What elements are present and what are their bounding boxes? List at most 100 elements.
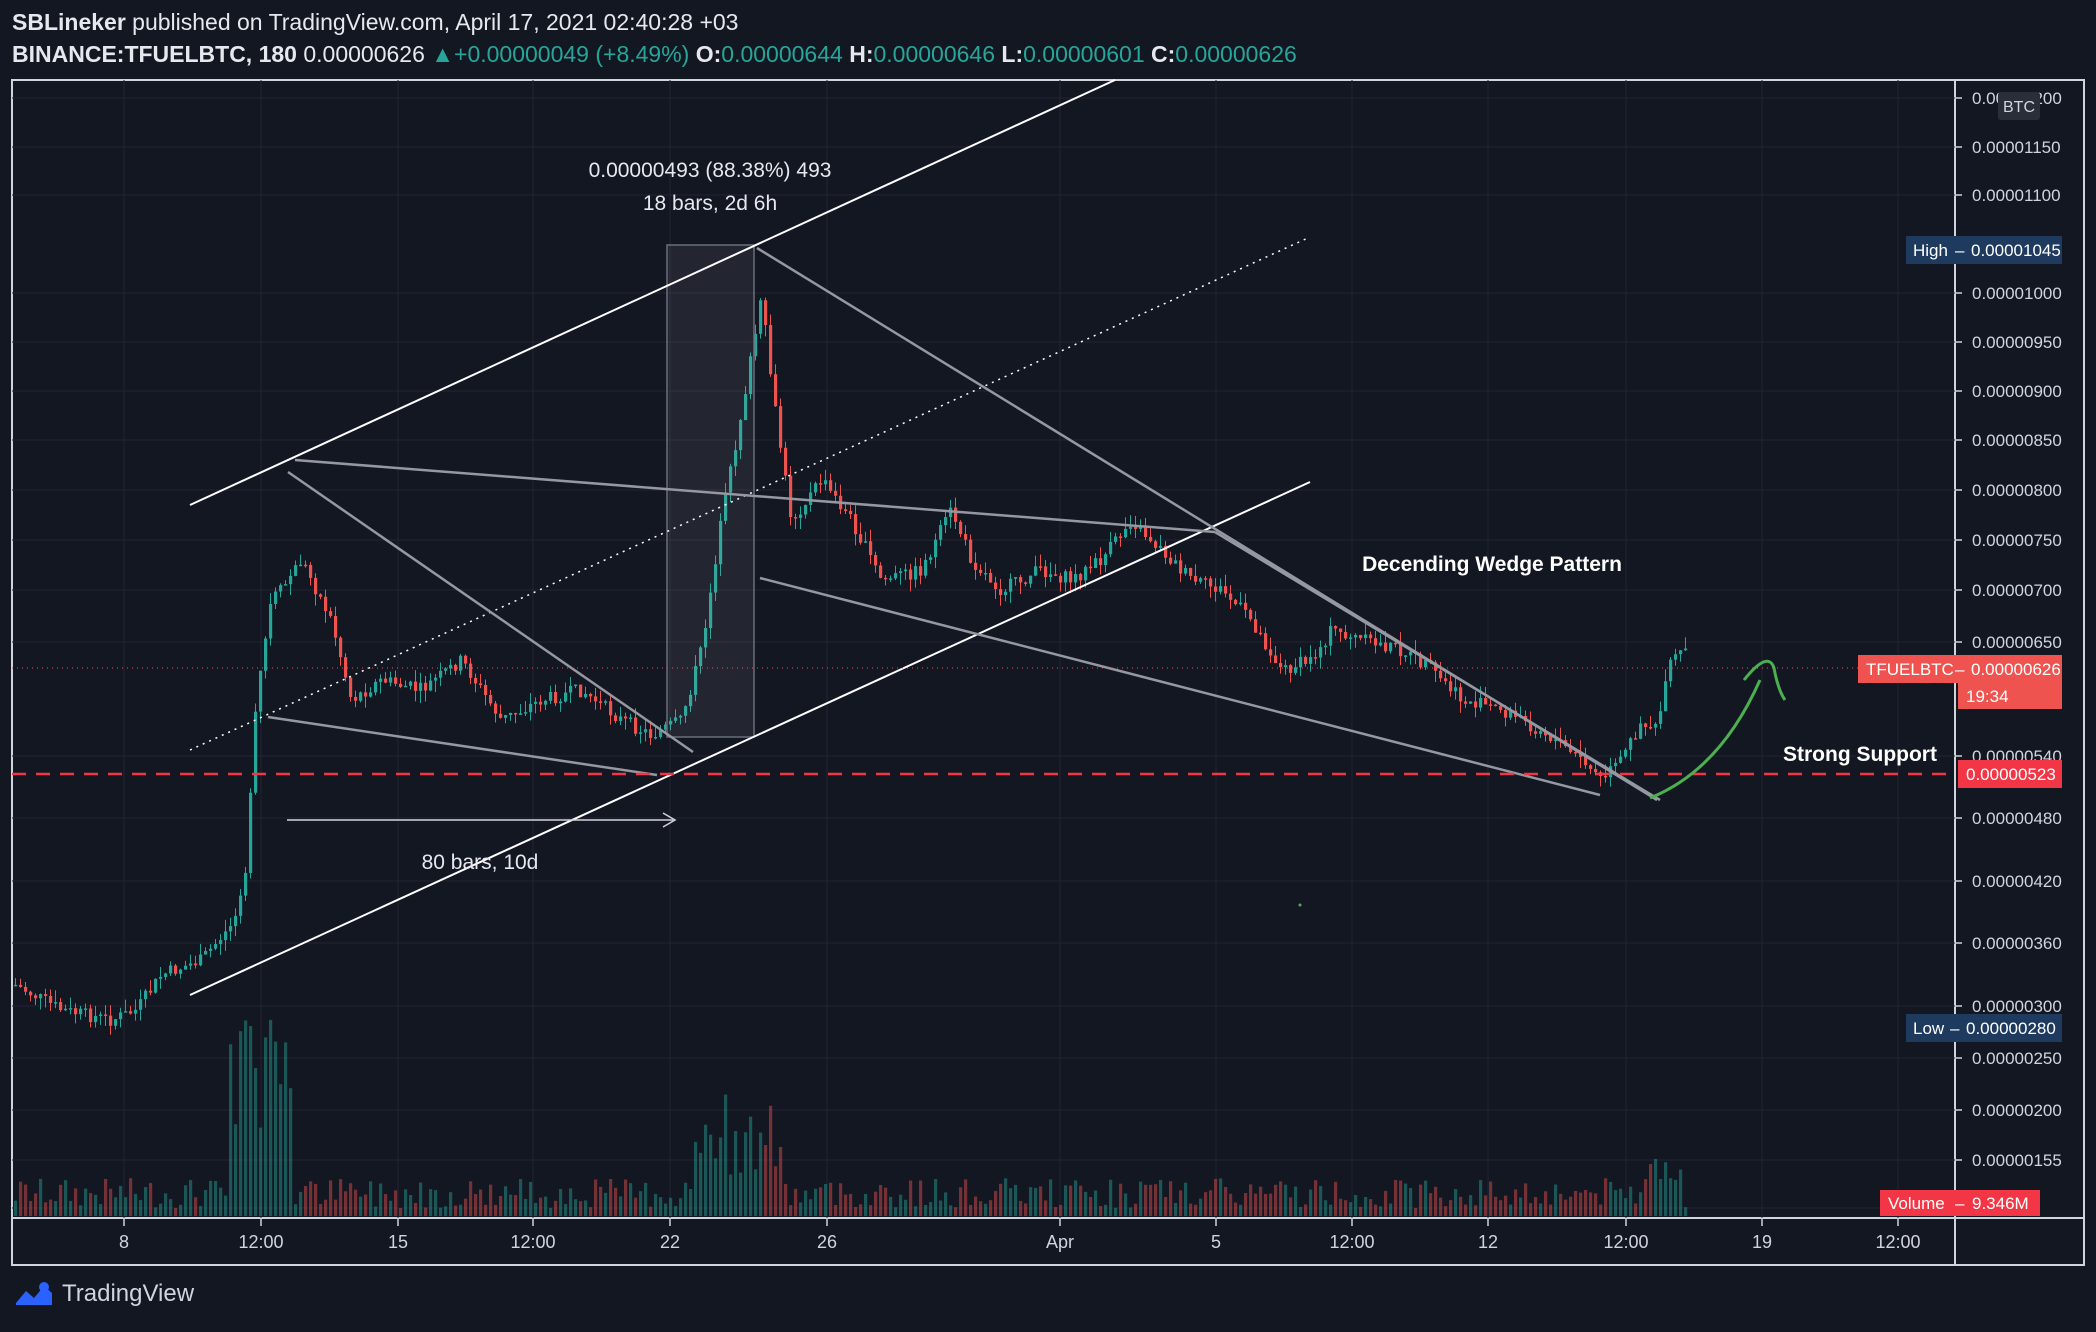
candle-body <box>679 715 683 718</box>
volume-bar <box>609 1178 613 1216</box>
symbol-label[interactable]: BINANCE:TFUELBTC, 180 <box>12 41 297 67</box>
candle-body <box>934 539 938 558</box>
candle-body <box>729 466 733 493</box>
volume-badge-dash: – <box>1955 1194 1965 1213</box>
volume-bar <box>739 1172 743 1216</box>
candle-body <box>874 555 878 566</box>
price-axis[interactable]: 0.000012000.000011500.000011000.00001000… <box>1955 89 2062 1218</box>
channel-upper-line[interactable] <box>189 79 1116 506</box>
volume-bar <box>834 1205 838 1216</box>
candle-body <box>414 681 418 691</box>
volume-bar <box>1584 1190 1588 1216</box>
volume-bar <box>284 1042 288 1216</box>
volume-bar <box>59 1184 63 1216</box>
candle-body <box>1014 577 1018 579</box>
candle-body <box>1144 525 1148 537</box>
wedge-upper-line-c[interactable] <box>1214 530 1661 802</box>
symbol-badge-value: 0.00000626 <box>1971 660 2061 679</box>
volume-bar <box>579 1201 583 1216</box>
publish-line: SBLineker published on TradingView.com, … <box>12 6 2072 38</box>
volume-bar <box>404 1189 408 1216</box>
candle-body <box>319 594 323 597</box>
volume-bar <box>594 1179 598 1216</box>
candle-body <box>979 569 983 574</box>
symbol-price-badge <box>1858 655 2062 683</box>
wedge-lower-line[interactable] <box>759 576 1601 797</box>
volume-bar <box>614 1187 618 1216</box>
footer-brand[interactable]: TradingView <box>14 1280 194 1308</box>
volume-bar <box>309 1181 313 1216</box>
candle-body <box>924 559 928 576</box>
volume-bar <box>1204 1192 1208 1216</box>
candle-body <box>159 976 163 979</box>
time-axis[interactable]: 8 12:00 15 12:00 22 26 Apr 5 12:00 12 12:00 19 12:00 <box>119 1218 1921 1252</box>
green-arrow-curve[interactable] <box>1649 679 1762 800</box>
volume-bar <box>1134 1203 1138 1216</box>
candle-body <box>779 406 783 448</box>
channel-lower-line[interactable] <box>189 481 1311 996</box>
candle-body <box>289 575 293 585</box>
volume-bar <box>359 1196 363 1216</box>
volume-bar <box>1444 1206 1448 1216</box>
high-badge-label: High <box>1913 241 1948 260</box>
candle-body <box>1114 536 1118 542</box>
volume-bar <box>844 1194 848 1216</box>
volume-bar <box>369 1181 373 1216</box>
volume-bar <box>1384 1190 1388 1216</box>
candle-body <box>429 680 433 691</box>
currency-badge[interactable] <box>1998 92 2040 120</box>
candle-body <box>1369 634 1373 639</box>
candle-body <box>1589 765 1593 769</box>
volume-bar <box>1564 1199 1568 1216</box>
volume-bar <box>1034 1187 1038 1216</box>
candle-body <box>494 703 498 714</box>
candle-body <box>1074 573 1078 583</box>
candle-body <box>439 670 443 678</box>
volume-bar <box>1054 1207 1058 1216</box>
volume-bar <box>809 1199 813 1216</box>
candle-body <box>269 603 273 639</box>
candle-body <box>954 507 958 522</box>
candle-body <box>1029 575 1033 584</box>
candle-body <box>1159 545 1163 548</box>
volume-bar <box>564 1203 568 1216</box>
volume-bar <box>199 1205 203 1216</box>
candle-body <box>1674 654 1678 660</box>
volume-bar <box>554 1200 558 1216</box>
publisher-name[interactable]: SBLineker <box>12 9 126 35</box>
candle-body <box>1584 756 1588 766</box>
volume-bar <box>1619 1188 1623 1216</box>
volume-bar <box>1309 1189 1313 1216</box>
volume-bar <box>189 1180 193 1216</box>
symbol-badge-dash: – <box>1955 660 1965 679</box>
candle-body <box>1334 626 1338 629</box>
volume-bar <box>1519 1197 1523 1216</box>
candle-body <box>339 637 343 658</box>
wedge-small-upper-line[interactable] <box>287 470 694 754</box>
candle-body <box>639 732 643 734</box>
volume-bar <box>664 1203 668 1216</box>
wedge-upper-line-a[interactable] <box>294 458 1216 534</box>
candle-body <box>669 720 673 725</box>
volume-bar <box>1264 1193 1268 1216</box>
candle-body <box>1449 681 1453 692</box>
candle-body <box>294 565 298 576</box>
volume-bar <box>894 1207 898 1216</box>
wedge-small-lower-line[interactable] <box>267 715 658 777</box>
candle-body <box>79 1008 83 1015</box>
price-tick-label: 0.00000360 <box>1972 934 2062 953</box>
volume-bar <box>314 1183 318 1216</box>
candle-body <box>1309 657 1313 664</box>
volume-bar <box>74 1188 78 1216</box>
volume-bar <box>914 1206 918 1216</box>
volume-bar <box>1209 1190 1213 1216</box>
volume-bar <box>24 1184 28 1216</box>
candle-body <box>674 717 678 721</box>
currency-label: BTC <box>2003 99 2035 116</box>
volume-bar <box>104 1178 108 1216</box>
candle-body <box>114 1019 118 1026</box>
volume-bar <box>1639 1192 1643 1216</box>
candle-body <box>1229 593 1233 600</box>
volume-bar <box>1374 1204 1378 1216</box>
